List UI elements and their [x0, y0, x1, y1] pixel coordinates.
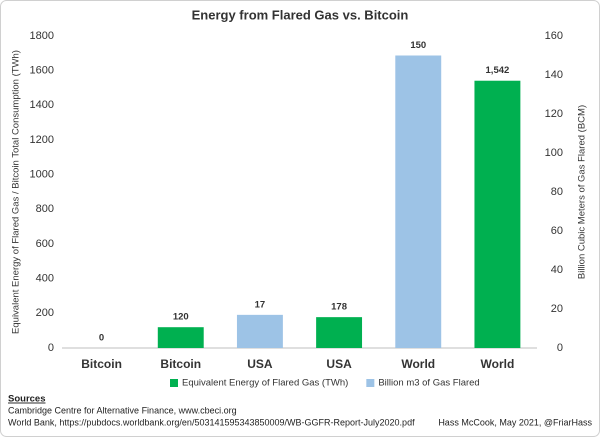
- y2-axis-title: Billion Cubic Meters of Gas Flared (BCM): [577, 105, 588, 279]
- y2-tick-label: 100: [545, 147, 563, 159]
- y2-tick-label: 140: [545, 69, 563, 81]
- x-tick-label: World: [481, 357, 515, 371]
- y-tick-label: 1000: [30, 169, 54, 181]
- y-tick-label: 1600: [30, 65, 54, 77]
- chart-title: Energy from Flared Gas vs. Bitcoin: [192, 7, 409, 22]
- value-label: 1,542: [486, 65, 510, 76]
- value-label: 178: [331, 302, 347, 313]
- y-tick-label: 1400: [30, 99, 54, 111]
- y2-tick-label: 80: [551, 186, 563, 198]
- y2-tick-label: 40: [551, 264, 563, 276]
- y-tick-label: 400: [36, 273, 54, 285]
- y2-tick-label: 60: [551, 225, 563, 237]
- y-tick-label: 800: [36, 203, 54, 215]
- value-label: 17: [255, 299, 266, 310]
- bar: [236, 314, 283, 348]
- y-tick-label: 200: [36, 307, 54, 319]
- bar: [474, 80, 521, 348]
- x-tick-label: Bitcoin: [81, 357, 122, 371]
- source-line: Cambridge Centre for Alternative Finance…: [8, 405, 237, 415]
- x-tick-label: World: [401, 357, 435, 371]
- legend-swatch: [170, 379, 178, 387]
- y-tick-label: 1800: [30, 30, 54, 42]
- y-tick-label: 600: [36, 238, 54, 250]
- bar: [316, 317, 363, 348]
- value-label: 120: [173, 312, 189, 323]
- x-tick-label: USA: [326, 357, 352, 371]
- y-tick-label: 1200: [30, 134, 54, 146]
- sources-heading: Sources: [8, 394, 46, 405]
- y-tick-label: 0: [48, 342, 54, 354]
- y2-tick-label: 0: [557, 342, 563, 354]
- credit: Hass McCook, May 2021, @FriarHass: [438, 417, 592, 427]
- bar: [157, 327, 204, 348]
- y2-tick-label: 120: [545, 108, 563, 120]
- y2-tick-label: 20: [551, 303, 563, 315]
- y-axis-title: Equivalent Energy of Flared Gas / Bitcoi…: [11, 50, 22, 334]
- x-tick-label: USA: [247, 357, 273, 371]
- bar: [395, 55, 442, 348]
- x-tick-label: Bitcoin: [160, 357, 201, 371]
- value-label: 150: [410, 40, 426, 51]
- value-label: 0: [99, 333, 104, 344]
- legend-label: Billion m3 of Gas Flared: [378, 378, 479, 389]
- legend-label: Equivalent Energy of Flared Gas (TWh): [182, 378, 348, 389]
- source-line: World Bank, https://pubdocs.worldbank.or…: [8, 417, 415, 427]
- legend-swatch: [366, 379, 375, 387]
- y2-tick-label: 160: [545, 30, 563, 42]
